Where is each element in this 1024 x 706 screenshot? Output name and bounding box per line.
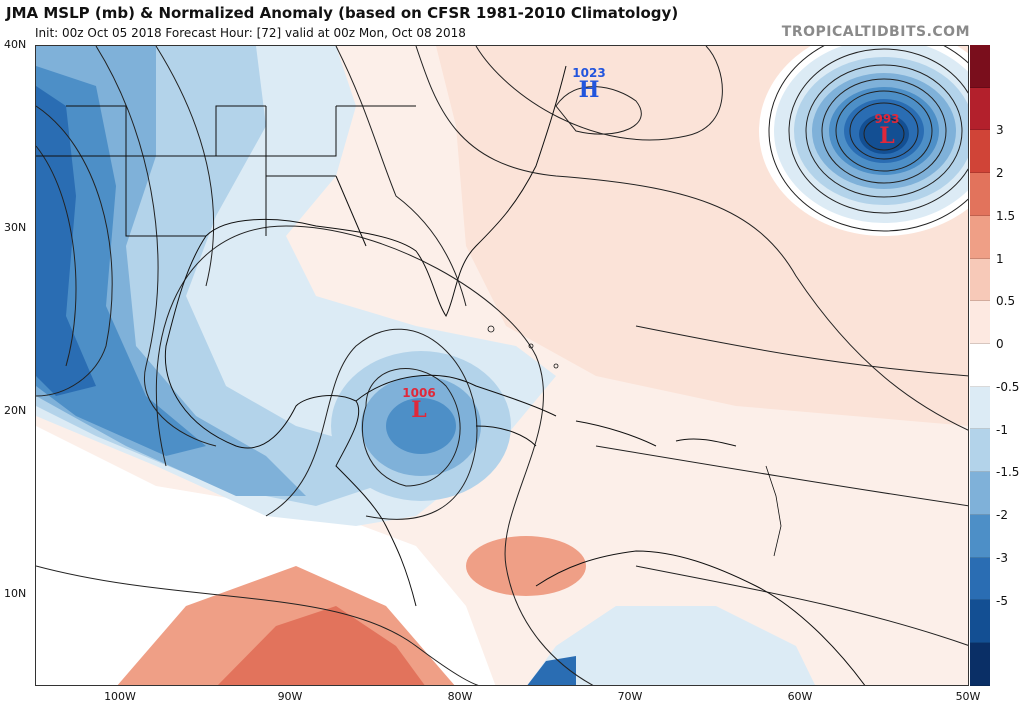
- colorbar-label: 3: [996, 123, 1004, 138]
- colorbar-segment: [970, 472, 990, 515]
- anomaly-sa-blue: [527, 606, 816, 685]
- brand-watermark: TROPICALTIDBITS.COM: [781, 24, 970, 40]
- lat-label-30n: 30N: [4, 221, 27, 234]
- anomaly-atlantic-6: [859, 114, 909, 154]
- anomaly-colombia-warm: [466, 536, 586, 596]
- colorbar-segment: [970, 173, 990, 216]
- high-center-1023: 1023 H: [572, 66, 606, 103]
- colorbar-label: 1.5: [996, 208, 1016, 223]
- colorbar-segment: [970, 258, 990, 302]
- colorbar-label: -1.5: [996, 465, 1020, 480]
- colorbar-segment: [970, 386, 990, 430]
- lon-label-80w: 80W: [447, 690, 473, 703]
- colorbar-label: 0.5: [996, 294, 1016, 309]
- colorbar-segment: [970, 45, 990, 88]
- colorbar-label: 0: [996, 337, 1004, 352]
- low-center-993: 993 L: [870, 112, 904, 149]
- colorbar-segment: [970, 215, 990, 259]
- colorbar-label: -3: [996, 550, 1008, 565]
- colorbar-segment: [970, 557, 990, 601]
- isobars: [36, 46, 968, 685]
- colorbar-label: 2: [996, 166, 1004, 181]
- colorbar-segment: [970, 87, 990, 131]
- lon-label-50w: 50W: [955, 690, 981, 703]
- pressure-letter: L: [411, 397, 427, 423]
- lon-label-60w: 60W: [787, 690, 813, 703]
- map-canvas: [36, 46, 968, 685]
- colorbar-segment: [970, 600, 990, 644]
- chart-title: JMA MSLP (mb) & Normalized Anomaly (base…: [6, 4, 679, 22]
- chart-subtitle: Init: 00z Oct 05 2018 Forecast Hour: [72…: [35, 26, 466, 40]
- anomaly-caribbean-3: [386, 398, 456, 454]
- lat-label-20n: 20N: [4, 404, 27, 417]
- lat-label-10n: 10N: [4, 587, 27, 600]
- anomaly-blue-4: [36, 86, 96, 396]
- lon-label-90w: 90W: [277, 690, 303, 703]
- lon-label-70w: 70W: [617, 690, 643, 703]
- anomaly-pacific-warm-2: [217, 606, 425, 685]
- colorbar-segment: [970, 514, 990, 558]
- colorbar: [970, 45, 990, 686]
- lat-label-40n: 40N: [4, 38, 27, 51]
- low-center-1006: 1006 L: [402, 386, 436, 423]
- colorbar-label: -0.5: [996, 379, 1020, 394]
- colorbar-label: -5: [996, 593, 1008, 608]
- map-panel: 1023 H 993 L 1006 L: [35, 45, 969, 686]
- anomaly-sa-dark: [527, 656, 576, 685]
- colorbar-segment: [970, 130, 990, 174]
- pressure-letter: L: [879, 123, 895, 149]
- islands: [487, 325, 782, 557]
- colorbar-label: -2: [996, 508, 1008, 523]
- colorbar-segment: [970, 429, 990, 473]
- colorbar-segment: [970, 344, 990, 387]
- colorbar-label: 1: [996, 251, 1004, 266]
- lon-label-100w: 100W: [104, 690, 136, 703]
- pressure-value: 1023: [572, 66, 606, 80]
- colorbar-segment: [970, 643, 990, 686]
- coastlines: [36, 65, 866, 685]
- pressure-value: 993: [874, 112, 900, 126]
- pressure-value: 1006: [402, 386, 436, 400]
- colorbar-segment: [970, 301, 990, 345]
- colorbar-label: -1: [996, 422, 1008, 437]
- pressure-letter: H: [578, 77, 600, 103]
